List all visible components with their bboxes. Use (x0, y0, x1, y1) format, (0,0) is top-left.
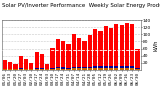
Bar (125, 66, 129, 70)
Bar (109, 66, 113, 70)
Bar (19, 69, 23, 70)
Bar (29, 63, 33, 70)
Bar (35, 69, 39, 70)
Bar (88, 35, 92, 70)
Bar (50, 68, 55, 70)
Bar (13, 64, 18, 70)
Bar (19, 56, 23, 70)
Bar (24, 69, 28, 70)
Bar (109, 68, 113, 70)
Bar (56, 39, 60, 70)
Bar (29, 69, 33, 70)
Bar (56, 68, 60, 70)
Bar (72, 34, 76, 70)
Bar (24, 69, 28, 70)
Bar (88, 67, 92, 70)
Bar (45, 69, 49, 70)
Bar (114, 68, 119, 70)
Bar (120, 25, 124, 70)
Bar (40, 54, 44, 70)
Bar (125, 23, 129, 70)
Bar (77, 67, 81, 70)
Bar (66, 68, 71, 70)
Bar (66, 69, 71, 70)
Bar (98, 31, 103, 70)
Bar (104, 68, 108, 70)
Bar (136, 69, 140, 70)
Bar (35, 52, 39, 70)
Bar (13, 69, 18, 70)
Bar (3, 60, 7, 70)
Bar (45, 64, 49, 70)
Bar (130, 24, 134, 70)
Bar (125, 68, 129, 70)
Bar (88, 68, 92, 70)
Bar (93, 66, 97, 70)
Bar (24, 59, 28, 70)
Bar (72, 67, 76, 70)
Bar (3, 69, 7, 70)
Bar (45, 69, 49, 70)
Bar (8, 69, 12, 70)
Bar (120, 66, 124, 70)
Bar (66, 44, 71, 70)
Bar (8, 69, 12, 70)
Bar (104, 66, 108, 70)
Bar (114, 24, 119, 70)
Bar (61, 41, 65, 70)
Bar (114, 66, 119, 70)
Bar (19, 68, 23, 70)
Bar (13, 69, 18, 70)
Bar (61, 69, 65, 70)
Bar (29, 69, 33, 70)
Bar (136, 68, 140, 70)
Bar (77, 38, 81, 70)
Bar (50, 69, 55, 70)
Bar (82, 41, 87, 70)
Bar (72, 68, 76, 70)
Bar (50, 48, 55, 70)
Bar (120, 68, 124, 70)
Bar (93, 29, 97, 70)
Bar (109, 28, 113, 70)
Bar (98, 68, 103, 70)
Bar (104, 26, 108, 70)
Bar (82, 68, 87, 70)
Bar (40, 68, 44, 70)
Bar (98, 66, 103, 70)
Bar (40, 69, 44, 70)
Bar (8, 62, 12, 70)
Bar (61, 67, 65, 70)
Bar (136, 49, 140, 70)
Bar (130, 68, 134, 70)
Bar (56, 67, 60, 70)
Y-axis label: kWh: kWh (154, 39, 159, 51)
Bar (93, 68, 97, 70)
Bar (77, 68, 81, 70)
Bar (130, 66, 134, 70)
Bar (82, 67, 87, 70)
Bar (35, 68, 39, 70)
Text: Solar PV/Inverter Performance  Weekly Solar Energy Production: Solar PV/Inverter Performance Weekly Sol… (2, 3, 160, 8)
Bar (3, 69, 7, 70)
